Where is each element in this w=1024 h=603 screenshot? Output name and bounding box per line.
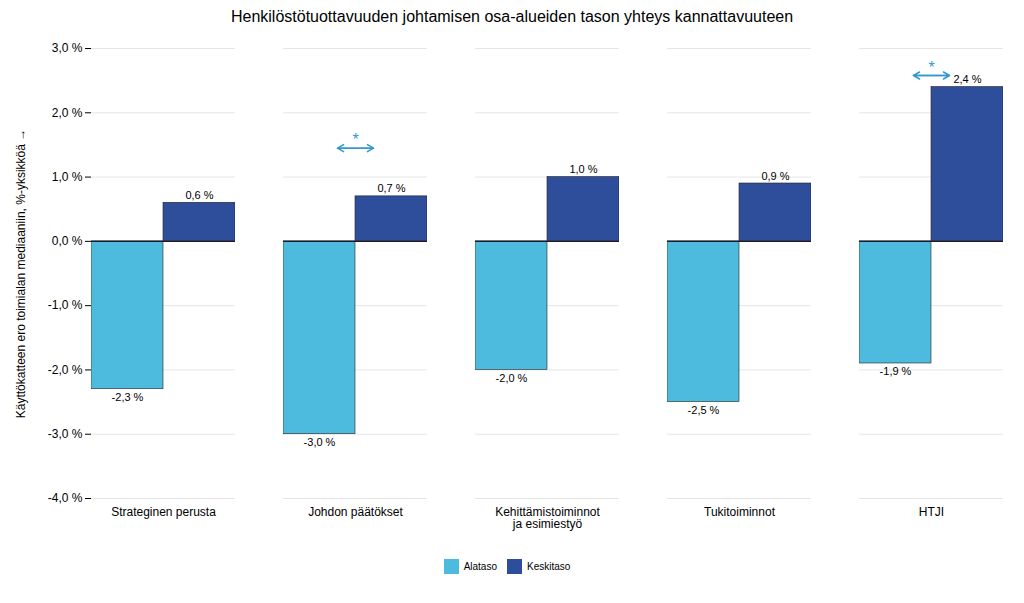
svg-text:0,6 %: 0,6 % [185,189,213,201]
svg-text:-4,0 %: -4,0 % [48,491,83,505]
html-text:Alataso: Alataso [463,561,497,572]
svg-text:-3,0 %: -3,0 % [304,436,336,448]
svg-text:-3,0 %: -3,0 % [48,427,83,441]
svg-text:0,7 %: 0,7 % [377,182,405,194]
svg-text:0,0 %: 0,0 % [52,234,83,248]
svg-text:*: * [928,59,934,76]
svg-text:1,0 %: 1,0 % [52,170,83,184]
svg-text:1,0 %: 1,0 % [569,163,597,175]
svg-text:Strateginen perusta: Strateginen perusta [111,505,216,519]
svg-text:-2,5 %: -2,5 % [688,404,720,416]
svg-text:2,4 %: 2,4 % [953,73,981,85]
html-text:Henkilöstötuottavuuden johtami: Henkilöstötuottavuuden johtamisen osa-al… [230,8,794,25]
svg-text:Kehittämistoiminnotja esimiest: Kehittämistoiminnotja esimiestyö [495,505,600,531]
svg-text:2,0 %: 2,0 % [52,106,83,120]
svg-text:*: * [352,131,358,148]
svg-text:-1,0 %: -1,0 % [48,298,83,312]
svg-text:Johdon päätökset: Johdon päätökset [308,505,403,519]
svg-text:Käyttökatteen ero toimialan me: Käyttökatteen ero toimialan mediaaniin, … [14,129,28,418]
svg-text:-1,9 %: -1,9 % [880,365,912,377]
html-text:Keskitaso: Keskitaso [527,561,571,572]
svg-text:-2,0 %: -2,0 % [48,363,83,377]
svg-text:0,9 %: 0,9 % [761,170,789,182]
svg-text:Tukitoiminnot: Tukitoiminnot [704,505,776,519]
svg-text:-2,3 %: -2,3 % [112,391,144,403]
svg-text:3,0 %: 3,0 % [52,41,83,55]
svg-text:-2,0 %: -2,0 % [496,372,528,384]
svg-text:HTJI: HTJI [919,505,944,519]
